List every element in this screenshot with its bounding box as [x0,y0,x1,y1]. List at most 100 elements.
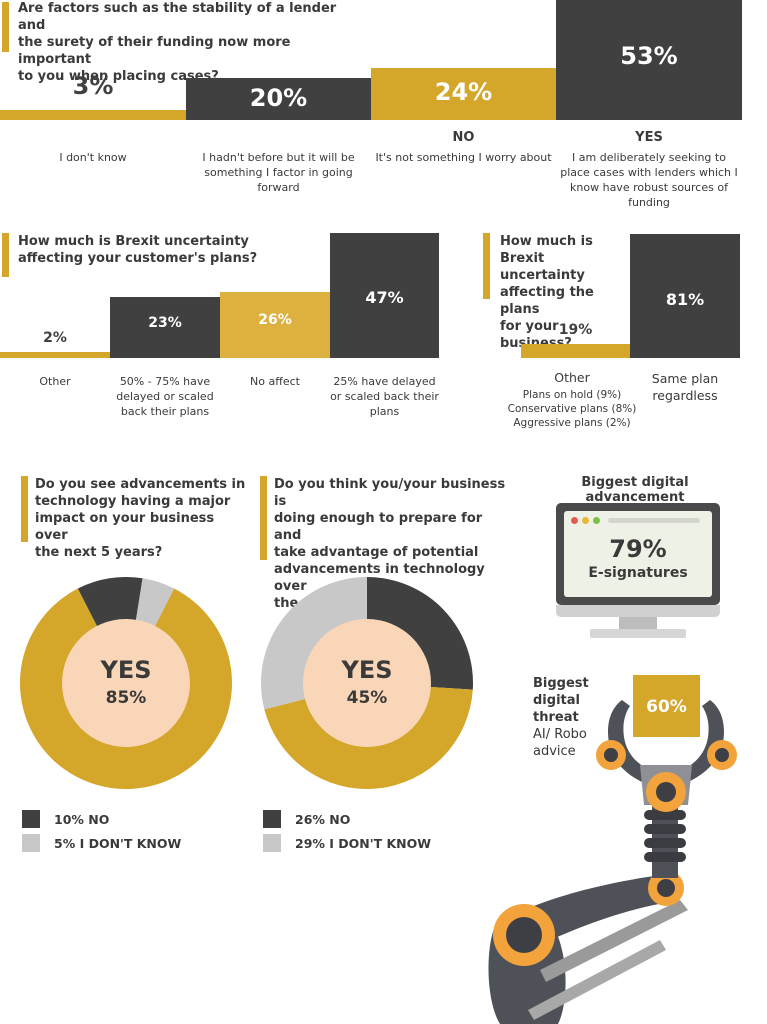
donut-center-label: YES [99,656,151,684]
q2-bar-value: 26% [258,312,292,328]
robot-arm-illustration: 60% [488,675,737,1024]
q2-question-line: affecting your customer's plans? [18,251,258,266]
q1-bar-value: 20% [249,84,308,112]
monitor-neck [619,617,657,629]
robot-rod [540,900,688,982]
robot-forearm-ring [644,852,686,862]
digital-threat-subtitle-line: advice [533,744,576,759]
robot-forearm-ring [644,824,686,834]
q1-bar: 24% [371,68,556,120]
q2-category-label: No affect [250,375,300,388]
q5-question-line: advancements in technology over [274,562,485,594]
q5-question-line: take advantage of potential [274,545,479,560]
legend-label: 29% I DON'T KNOW [295,835,432,851]
address-bar-icon [608,518,700,523]
q2-bar-value: 2% [43,330,67,346]
robot-claw-joint-inner [604,748,618,762]
q4-legend-no: 10% NO [22,810,109,828]
q2-question: How much is Brexit uncertainty affecting… [18,233,258,267]
monitor-illustration: 79% E-signatures [556,503,720,639]
q3-label-other: Other [554,370,590,385]
monitor-chin [556,605,720,617]
q5-question-line: doing enough to prepare for and [274,511,483,543]
q4-accent-bar [21,476,28,542]
legend-swatch-no [263,810,281,828]
digital-threat-value: 60% [646,697,687,717]
q3-bar: 19% [521,322,630,358]
q1-category-label: I am deliberately seeking to place cases… [560,151,738,209]
q5-question-line: Do you think you/your business is [274,477,506,509]
digital-threat-title: Biggest digital threat [533,675,589,726]
q3-bar-value: 19% [558,322,593,338]
monitor-screen [564,511,712,597]
legend-swatch-no [22,810,40,828]
donut-center [303,619,431,747]
q4-question-line: impact on your business over [35,511,215,543]
q2-bar: 47% [330,233,439,358]
q1-accent-bar [2,2,9,52]
q4-question-line: technology having a major [35,494,231,509]
donut-center-label: YES [340,656,392,684]
q3-sub-other-line: Aggressive plans (2%) [513,417,631,429]
window-dot-red-icon [571,517,578,524]
q1-question-line: Are factors such as the stability of a l… [18,1,337,33]
q2-bar: 2% [0,330,110,358]
robot-forearm-ring [644,810,686,820]
digital-threat-subtitle: AI/ Robo advice [533,726,587,760]
q1-bar: 53% [556,0,742,120]
legend-label: 5% I DON'T KNOW [54,835,182,851]
legend-swatch-dontknow [22,834,40,852]
q2-bar-value: 47% [365,288,404,307]
legend-label: 26% NO [295,811,351,827]
robot-wrist-joint-inner [656,782,676,802]
legend-swatch-dontknow [263,834,281,852]
q1-bar-value: 24% [434,78,493,106]
donut-center-value: 85% [106,688,147,708]
digital-advancement-label: E-signatures [588,565,688,581]
q4-question-line: Do you see advancements in [35,477,246,492]
q1-question: Are factors such as the stability of a l… [18,0,348,85]
q3-question: How much is Brexit uncertainty affecting… [500,233,630,352]
donut-center [62,619,190,747]
digital-threat-title-line: threat [533,710,579,725]
q2-question-line: How much is Brexit uncertainty [18,234,249,249]
q1-bar: 20% [186,78,371,120]
window-dot-yellow-icon [582,517,589,524]
q1-question-line: to you when placing cases? [18,69,219,84]
q2-category-label: Other [39,375,71,388]
q3-accent-bar [483,233,490,299]
robot-base-joint-inner [506,917,542,953]
q5-legend-no: 26% NO [263,810,350,828]
q2-category-label: 50% - 75% have delayed or scaled back th… [116,375,214,418]
q3-bar: 81% [630,234,740,358]
q3-question-line: uncertainty [500,268,585,283]
q1-bar-value: 53% [620,42,678,70]
q4-question: Do you see advancements in technology ha… [35,476,250,561]
q3-question-line: How much is Brexit [500,234,593,266]
q1-category-label: It's not something I worry about [375,151,552,164]
robot-forearm-ring [644,838,686,848]
q3-sub-other-line: Plans on hold (9%) [522,389,622,401]
q1-category-label: I don't know [59,151,127,164]
q1-group-label-no: NO [452,130,475,145]
q4-legend-dontknow: 5% I DON'T KNOW [22,834,181,852]
q3-question-line: affecting the plans [500,285,594,317]
digital-threat-subtitle-line: AI/ Robo [533,727,587,742]
q1-bar-value: 3% [72,72,114,100]
digital-threat-box [633,675,700,737]
robot-rod [528,940,666,1020]
q2-bar: 26% [220,292,330,358]
robot-claw-joint-inner [715,748,729,762]
q5-accent-bar [260,476,267,560]
digital-threat-title-line: Biggest [533,676,589,691]
window-dot-green-icon [593,517,600,524]
q2-bar: 23% [110,297,220,358]
monitor-base [590,629,686,638]
q4-donut-chart: YES 85% [20,577,232,789]
robot-claw-right [670,700,724,788]
q4-question-line: the next 5 years? [35,545,163,560]
q5-legend-dontknow: 29% I DON'T KNOW [263,834,431,852]
q1-bar: 3% [0,72,186,120]
q3-sub-other-line: Conservative plans (8%) [507,403,637,415]
q3-bar-value: 81% [665,290,705,309]
